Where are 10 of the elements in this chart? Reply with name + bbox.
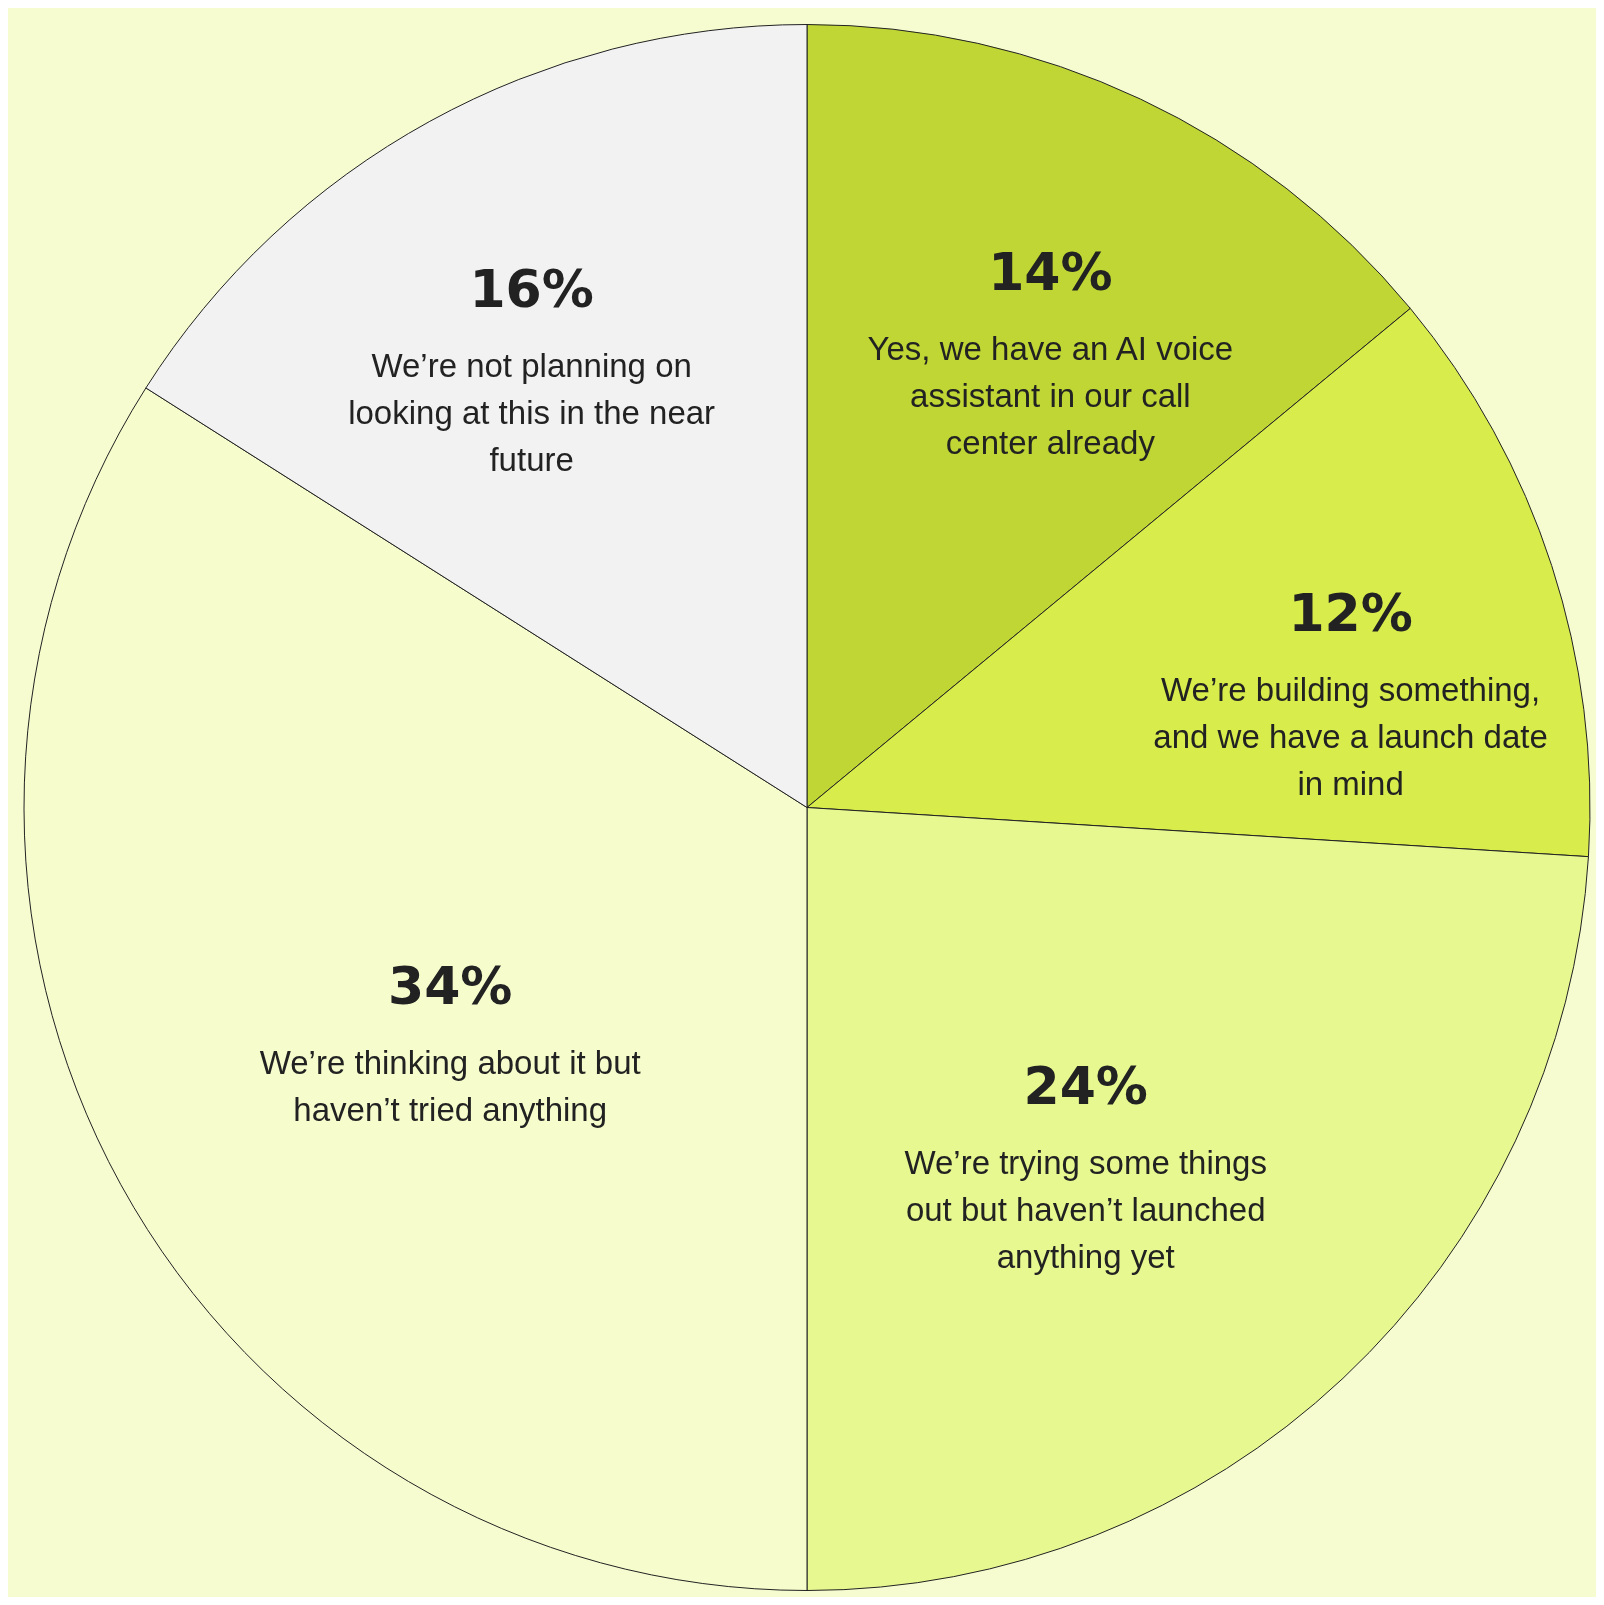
slice-label: We’re not planning on looking at this in the near future: [348, 346, 716, 478]
slice-label: We’re building something, and we have a launch date in mind: [1153, 670, 1548, 802]
data-label: 34%: [387, 955, 513, 1016]
slice-label: We’re thinking about it but haven’t tried anything: [259, 1043, 641, 1128]
slice-label: We’re trying some things out but haven’t launched anything yet: [904, 1144, 1267, 1276]
slice-label: Yes, we have an AI voice assistant in our call center already: [867, 330, 1234, 462]
data-label: 24%: [1023, 1056, 1148, 1117]
data-label: 14%: [988, 242, 1113, 303]
data-label: 16%: [469, 258, 594, 319]
data-label: 12%: [1288, 582, 1413, 643]
